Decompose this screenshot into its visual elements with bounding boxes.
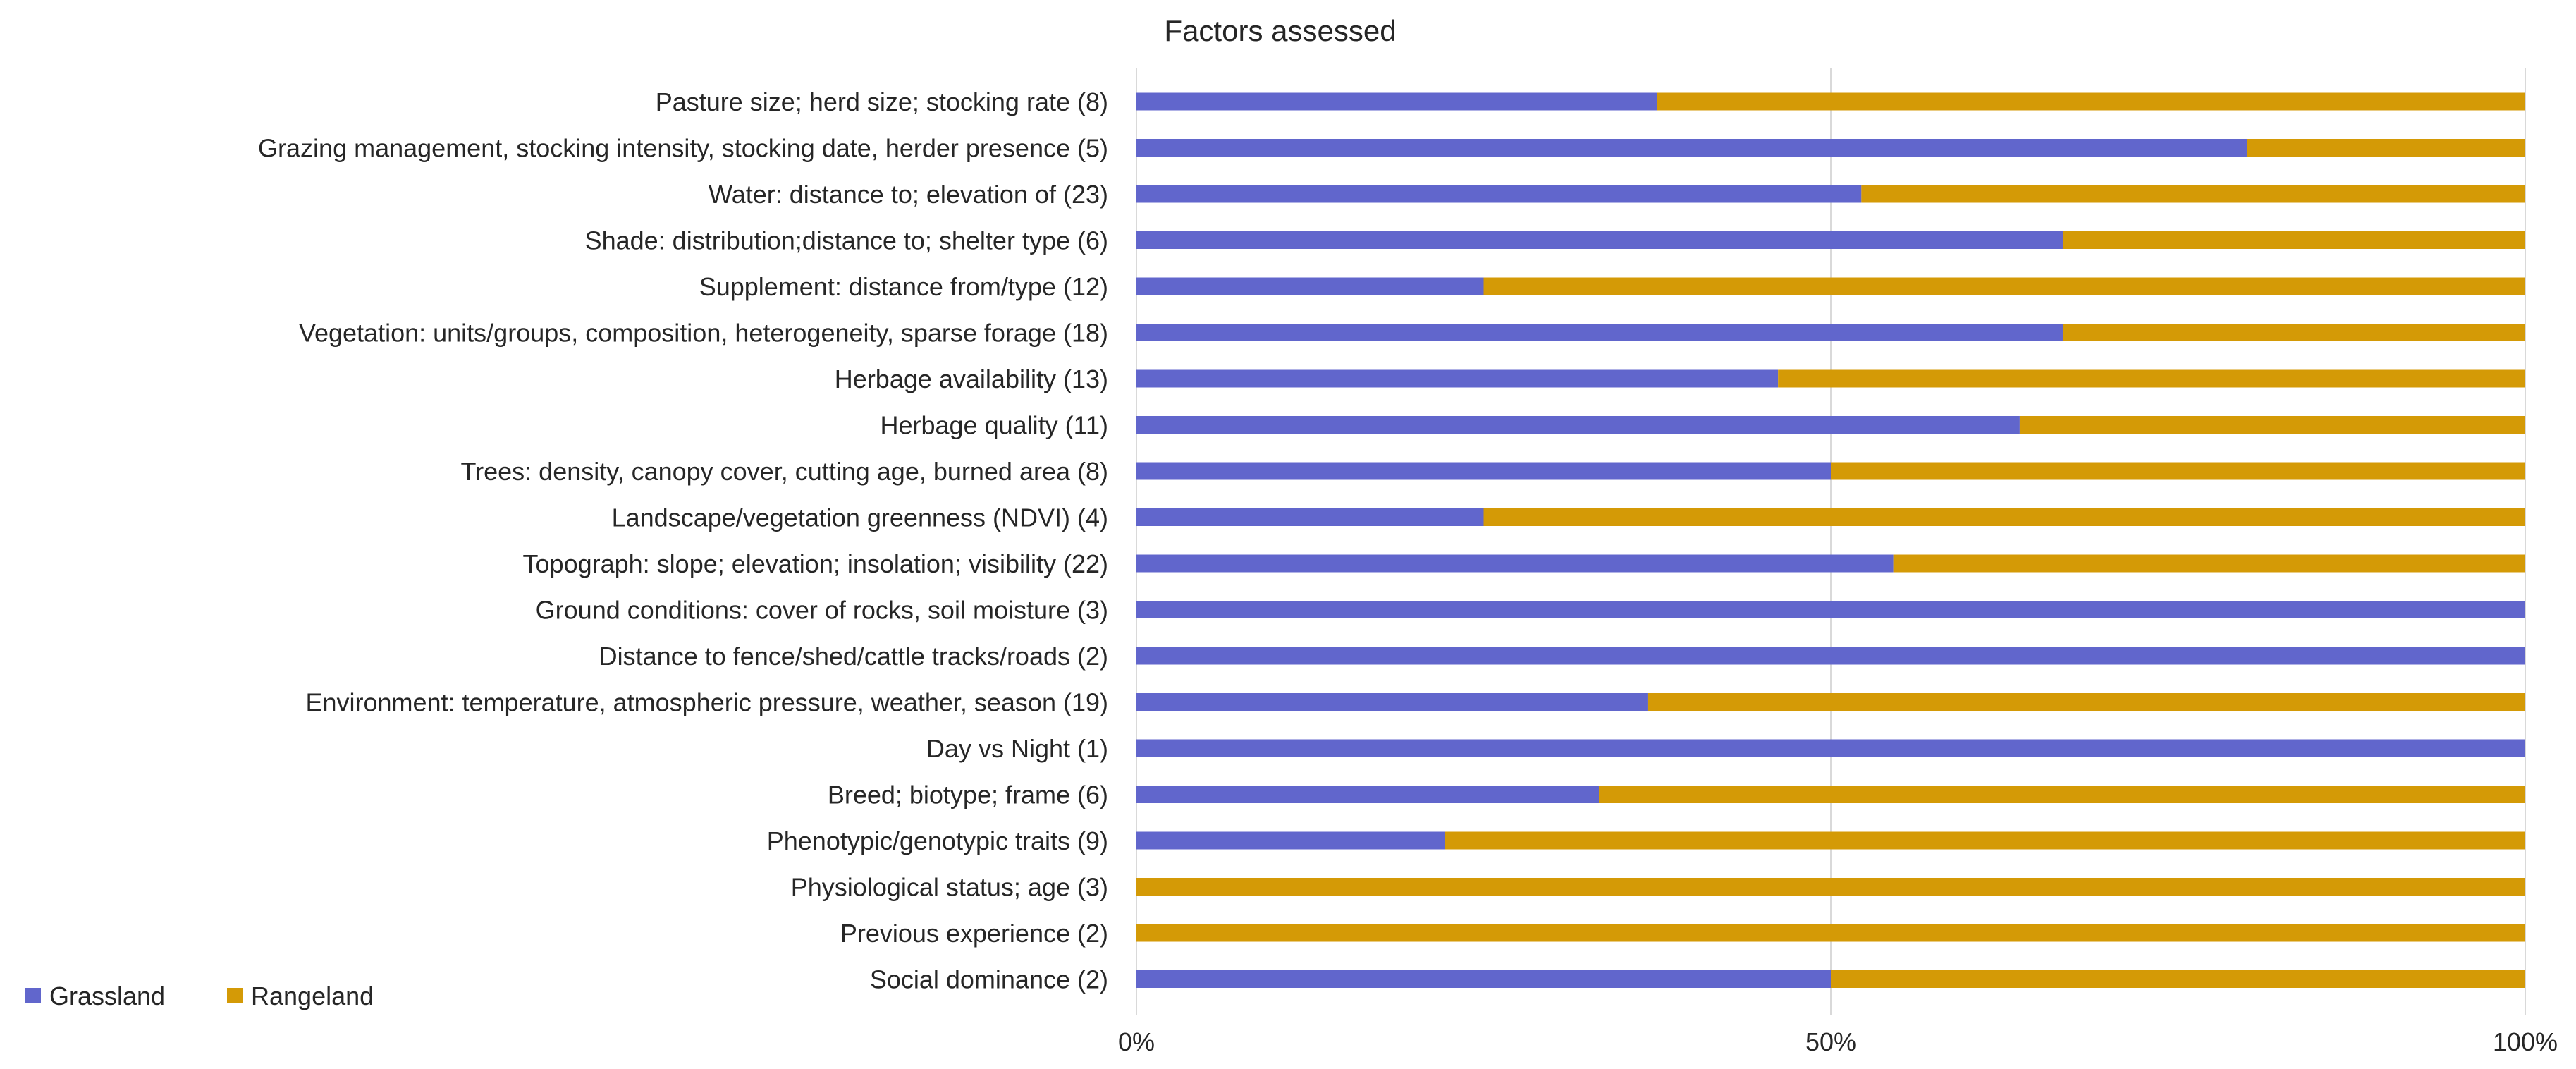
bar-grassland: [1136, 231, 2063, 249]
bar-grassland: [1136, 601, 2525, 618]
bar-rangeland: [1893, 554, 2525, 573]
bar-grassland: [1136, 739, 2525, 757]
category-label: Shade: distribution;distance to; shelter…: [585, 226, 1108, 255]
bar-rangeland: [1647, 693, 2525, 711]
bar-rangeland: [1831, 462, 2525, 480]
bar-rangeland: [1831, 970, 2525, 988]
bar-rangeland: [1136, 924, 2525, 942]
category-label: Pasture size; herd size; stocking rate (…: [656, 87, 1108, 116]
bar-grassland: [1136, 831, 1445, 850]
x-tick-label: 50%: [1805, 1027, 1856, 1056]
legend-swatch-grassland: [25, 988, 41, 1003]
bar-grassland: [1136, 693, 1648, 711]
category-label: Supplement: distance from/type (12): [699, 272, 1108, 301]
gridlines: [1136, 68, 2526, 1015]
category-label: Social dominance (2): [870, 965, 1108, 994]
bar-rangeland: [1483, 508, 2525, 526]
x-tick-label: 0%: [1118, 1027, 1155, 1056]
bar-grassland: [1136, 416, 2020, 434]
bar-rangeland: [1657, 92, 2525, 111]
x-axis-tick-labels: 0% 50% 100%: [1118, 1027, 2558, 1056]
category-label: Grazing management, stocking intensity, …: [258, 134, 1108, 163]
bar-grassland: [1136, 277, 1484, 295]
category-label: Previous experience (2): [840, 919, 1108, 948]
bar-rangeland: [1445, 831, 2525, 850]
bar-grassland: [1136, 647, 2525, 665]
bar-rangeland: [1599, 786, 2525, 803]
category-label: Herbage quality (11): [880, 411, 1108, 440]
category-label: Breed; biotype; frame (6): [828, 781, 1108, 810]
category-label: Vegetation: units/groups, composition, h…: [299, 319, 1108, 348]
legend-label: Rangeland: [251, 982, 374, 1010]
bar-rangeland: [2062, 324, 2525, 341]
bar-grassland: [1136, 970, 1831, 988]
x-tick-label: 100%: [2493, 1027, 2558, 1056]
category-label: Physiological status; age (3): [791, 873, 1108, 902]
bar-rangeland: [2019, 416, 2525, 434]
category-label: Ground conditions: cover of rocks, soil …: [536, 596, 1108, 625]
bar-rangeland: [1483, 277, 2525, 295]
category-label: Trees: density, canopy cover, cutting ag…: [460, 457, 1108, 486]
bar-rangeland: [1778, 369, 2525, 388]
bars: [1136, 92, 2525, 988]
bar-rangeland: [2062, 231, 2525, 249]
category-label: Landscape/vegetation greenness (NDVI) (4…: [612, 503, 1108, 532]
category-label: Environment: temperature, atmospheric pr…: [305, 688, 1108, 717]
category-label: Distance to fence/shed/cattle tracks/roa…: [599, 642, 1108, 671]
bar-grassland: [1136, 369, 1779, 388]
bar-grassland: [1136, 92, 1657, 111]
bar-grassland: [1136, 508, 1484, 526]
bar-rangeland: [1861, 185, 2525, 203]
legend-swatch-rangeland: [227, 988, 243, 1003]
bar-grassland: [1136, 786, 1600, 803]
category-label: Water: distance to; elevation of (23): [709, 180, 1108, 209]
legend: Grassland Rangeland: [25, 982, 374, 1010]
bar-grassland: [1136, 185, 1862, 203]
chart-title: Factors assessed: [1164, 14, 1396, 47]
bar-grassland: [1136, 324, 2063, 341]
bar-grassland: [1136, 139, 2247, 157]
bar-grassland: [1136, 462, 1831, 480]
category-label: Phenotypic/genotypic traits (9): [767, 826, 1108, 855]
legend-label: Grassland: [49, 982, 165, 1010]
category-label: Herbage availability (13): [835, 365, 1108, 393]
category-label: Day vs Night (1): [926, 734, 1108, 763]
bar-grassland: [1136, 554, 1894, 573]
category-labels: Pasture size; herd size; stocking rate (…: [258, 87, 1108, 994]
bar-rangeland: [1136, 878, 2525, 896]
bar-rangeland: [2247, 139, 2525, 157]
category-label: Topograph: slope; elevation; insolation;…: [523, 549, 1108, 578]
